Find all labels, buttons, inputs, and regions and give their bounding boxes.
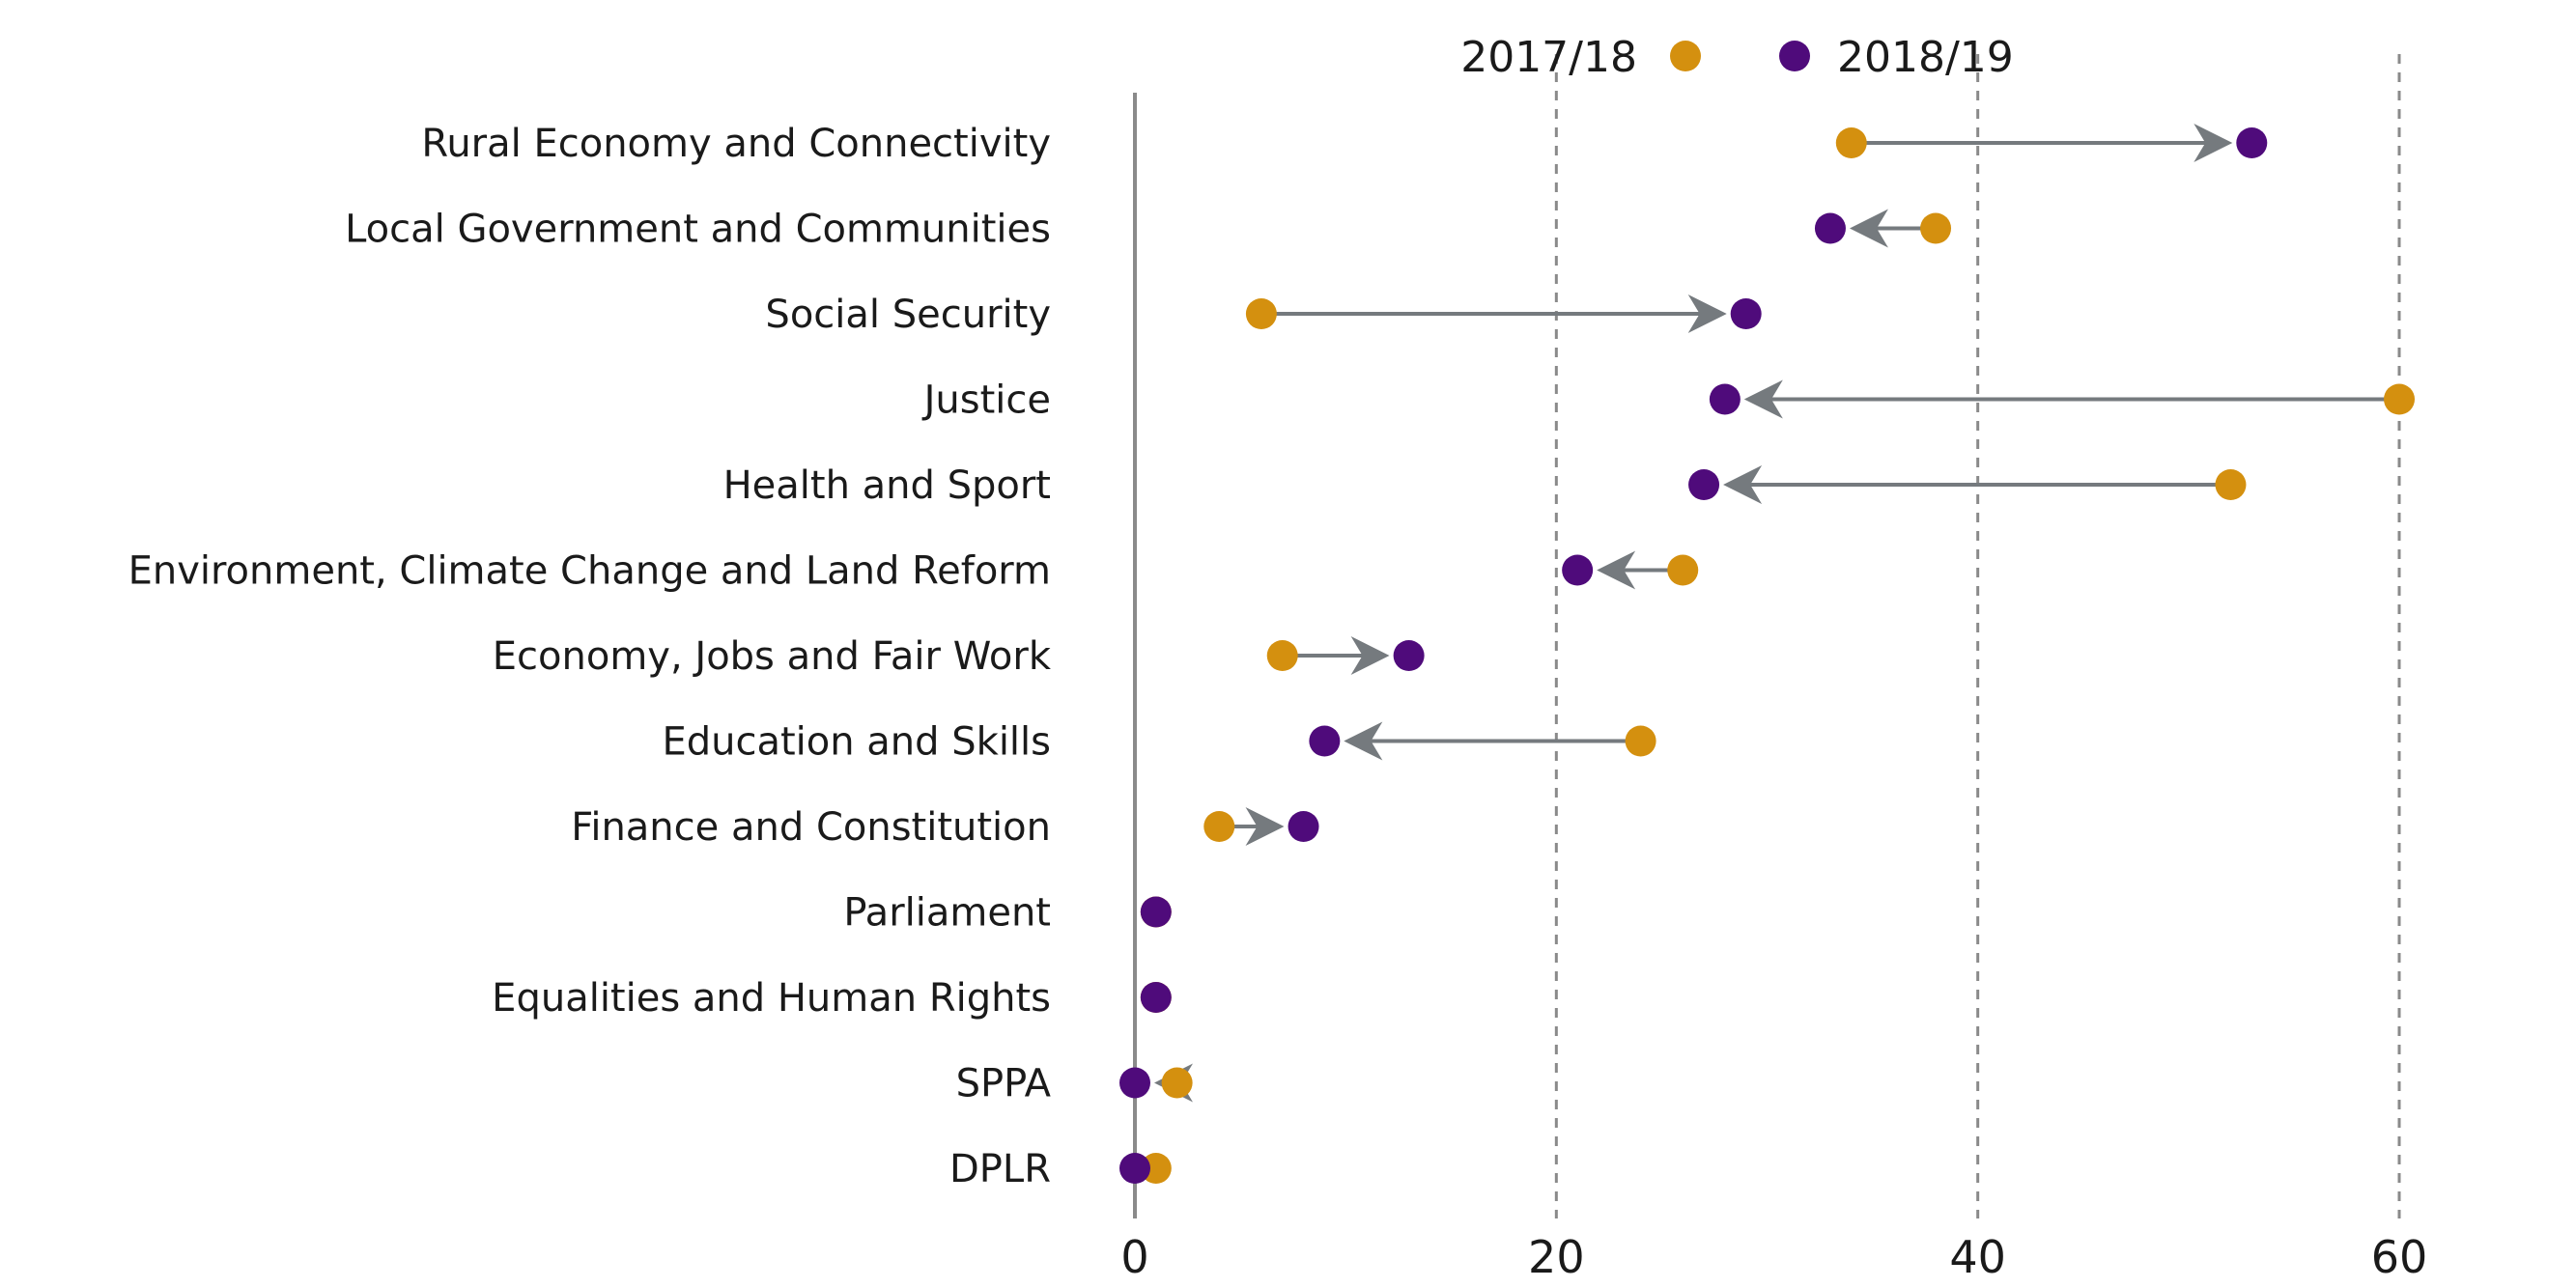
dot-2017-18 (2384, 383, 2415, 415)
category-label: Local Government and Communities (345, 208, 1051, 252)
dot-2018-19 (1288, 811, 1319, 842)
category-label: Finance and Constitution (571, 805, 1051, 850)
legend-label-2017-18: 2017/18 (1460, 33, 1637, 82)
x-tick-label: 60 (2371, 1231, 2428, 1283)
dot-2017-18 (1835, 127, 1867, 158)
dot-2018-19 (1814, 212, 1846, 244)
category-labels: Rural Economy and Connectivity Local Gove… (128, 122, 1052, 1191)
dot-2017-18 (1625, 725, 1656, 757)
category-label: Health and Sport (723, 463, 1051, 508)
dot-2018-19 (1309, 725, 1341, 757)
dot-2018-19 (1140, 896, 1172, 928)
dot-2018-19 (2236, 127, 2268, 158)
dot-2017-18 (2215, 469, 2247, 500)
category-label: DPLR (949, 1147, 1051, 1191)
dot-2017-18 (1245, 298, 1277, 329)
dot-2017-18 (1161, 1067, 1193, 1099)
dot-2017-18 (1667, 554, 1699, 586)
dot-2018-19 (1730, 298, 1762, 329)
dot-2018-19 (1688, 469, 1720, 500)
legend-label-2018-19: 2018/19 (1837, 33, 2014, 82)
dot-2017-18 (1203, 811, 1235, 842)
gridlines (1554, 54, 2401, 1218)
dot-2018-19 (1562, 554, 1594, 586)
category-label: Rural Economy and Connectivity (421, 122, 1051, 166)
dot-2018-19 (1119, 1153, 1150, 1184)
x-tick-label: 40 (1949, 1231, 2006, 1283)
category-label: SPPA (956, 1062, 1052, 1106)
category-label: Equalities and Human Rights (492, 976, 1051, 1021)
category-label: Education and Skills (662, 720, 1051, 765)
data-points (1119, 127, 2415, 1184)
dot-2018-19 (1140, 982, 1172, 1013)
dot-2018-19 (1393, 640, 1425, 671)
category-label: Parliament (843, 891, 1051, 936)
category-label: Economy, Jobs and Fair Work (493, 634, 1052, 679)
x-tick-label: 20 (1528, 1231, 1585, 1283)
x-axis-ticks: 0 20 40 60 (1120, 1231, 2427, 1283)
category-label: Environment, Climate Change and Land Ref… (128, 549, 1051, 594)
dot-2017-18 (1266, 640, 1298, 671)
dot-2018-19 (1119, 1067, 1150, 1099)
category-label: Justice (921, 378, 1051, 423)
legend: 2017/18 2018/19 (1460, 33, 2014, 82)
legend-marker-2018-19 (1779, 41, 1810, 71)
x-tick-label: 0 (1120, 1231, 1148, 1283)
dot-2017-18 (1920, 212, 1952, 244)
category-label: Social Security (765, 293, 1051, 337)
dot-2018-19 (1709, 383, 1741, 415)
change-arrows (1154, 124, 2399, 1103)
legend-marker-2017-18 (1670, 41, 1701, 71)
